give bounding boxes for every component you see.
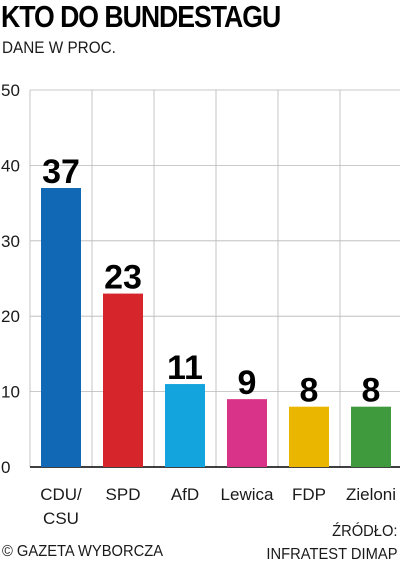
- bar: [165, 384, 205, 467]
- category-label: Lewica: [221, 485, 274, 504]
- bar: [351, 406, 391, 467]
- copyright-note: © GAZETA WYBORCZA: [2, 543, 164, 560]
- gridlines: [29, 89, 400, 468]
- bar-value-label: 9: [238, 364, 257, 402]
- category-label: SPD: [106, 485, 141, 504]
- bars: [41, 188, 391, 467]
- bar-value-label: 8: [300, 372, 319, 410]
- y-tick-label: 30: [1, 232, 20, 251]
- y-tick-label: 0: [1, 458, 10, 477]
- bar-value-label: 37: [42, 153, 80, 191]
- y-tick-label: 10: [1, 383, 20, 402]
- y-axis-ticks: 0 10 20 30 40 50: [1, 81, 20, 477]
- category-label: CDU/: [40, 485, 82, 504]
- category-label: Zieloni: [346, 485, 396, 504]
- y-tick-label: 50: [1, 81, 20, 100]
- bar: [289, 406, 329, 467]
- bar: [41, 188, 81, 467]
- chart-title: KTO DO BUNDESTAGU: [1, 0, 281, 34]
- source-note: ŹRÓDŁO: INFRATEST DIMAP: [267, 520, 398, 566]
- y-tick-label: 20: [1, 307, 20, 326]
- source-name: INFRATEST DIMAP: [266, 546, 398, 563]
- bar-value-label: 11: [167, 349, 203, 387]
- category-label: FDP: [292, 485, 326, 504]
- y-tick-label: 40: [1, 156, 20, 175]
- bar-value-label: 23: [104, 259, 142, 297]
- chart-subtitle: DANE W PROC.: [2, 38, 116, 57]
- value-labels: 37 23 11 9 8 8: [42, 153, 380, 410]
- bar: [227, 399, 267, 467]
- source-label: ŹRÓDŁO:: [332, 523, 398, 540]
- category-label: AfD: [171, 485, 199, 504]
- bar: [103, 293, 143, 467]
- x-axis-labels: CDU/CSU SPD AfD Lewica FDP Zieloni: [40, 485, 396, 528]
- category-label: CSU: [43, 509, 79, 528]
- bar-value-label: 8: [362, 372, 381, 410]
